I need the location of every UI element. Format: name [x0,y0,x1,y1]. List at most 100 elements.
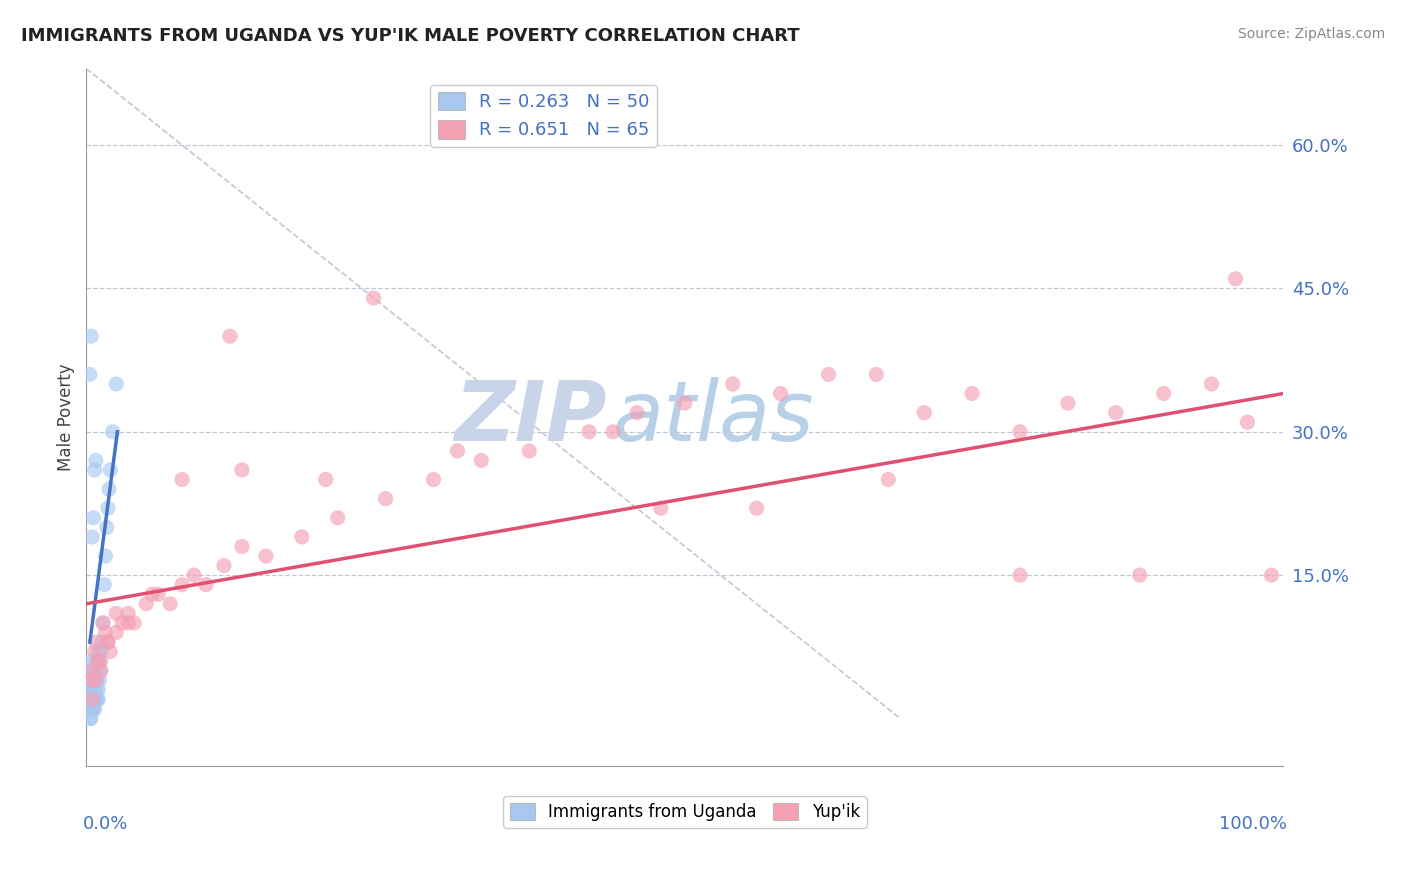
Point [82,673,104,688]
Point [97,501,120,516]
Point [117,607,139,621]
Point [1236,415,1258,429]
Point [470,453,492,467]
Point [87,654,110,668]
Point [79,664,101,678]
Point [105,625,128,640]
Point [1153,386,1175,401]
Point [94,625,117,640]
Point [363,291,385,305]
Point [87,645,110,659]
Point [82,654,104,668]
Point [195,577,218,591]
Point [90,654,112,668]
Point [84,682,107,697]
Point [422,473,444,487]
Point [89,673,111,688]
Point [91,615,114,630]
Text: atlas: atlas [613,377,814,458]
Point [602,425,624,439]
Point [82,682,104,697]
Point [135,597,157,611]
Point [1260,568,1282,582]
Point [1225,272,1247,286]
Y-axis label: Male Poverty: Male Poverty [58,364,75,471]
Point [170,577,193,591]
Point [98,482,121,496]
Point [91,615,114,630]
Point [1201,376,1223,391]
Point [960,386,983,401]
Point [86,673,108,688]
Point [254,549,277,563]
Text: 0.0%: 0.0% [83,815,128,833]
Point [80,673,103,688]
Point [82,673,104,688]
Point [170,473,193,487]
Point [83,463,105,477]
Point [231,463,253,477]
Legend: Immigrants from Uganda, Yup'ik: Immigrants from Uganda, Yup'ik [503,797,866,828]
Point [183,568,205,582]
Point [721,376,744,391]
Point [146,587,169,601]
Point [159,597,181,611]
Point [865,368,887,382]
Point [105,376,128,391]
Point [82,702,104,716]
Point [673,396,696,410]
Point [1129,568,1152,582]
Point [79,368,101,382]
Point [578,425,600,439]
Point [122,615,145,630]
Point [1057,396,1080,410]
Point [96,520,118,534]
Point [83,664,105,678]
Point [446,443,468,458]
Point [98,463,121,477]
Point [87,682,110,697]
Point [80,702,103,716]
Point [79,682,101,697]
Point [315,473,337,487]
Point [90,664,112,678]
Point [83,702,105,716]
Point [98,645,121,659]
Point [83,645,105,659]
Point [82,692,104,706]
Point [1008,425,1031,439]
Point [117,615,139,630]
Point [80,329,103,343]
Point [517,443,540,458]
Point [82,530,104,544]
Point [93,577,115,591]
Point [877,473,900,487]
Point [80,692,103,706]
Point [1105,406,1128,420]
Point [84,453,107,467]
Point [82,702,104,716]
Point [326,510,349,524]
Point [82,682,104,697]
Point [97,635,120,649]
Point [912,406,935,420]
Point [90,635,112,649]
Point [82,692,104,706]
Point [291,530,314,544]
Point [650,501,672,516]
Point [374,491,396,506]
Point [82,664,104,678]
Point [82,692,104,706]
Point [101,425,124,439]
Point [80,712,103,726]
Point [1008,568,1031,582]
Point [97,635,120,649]
Point [84,692,107,706]
Text: IMMIGRANTS FROM UGANDA VS YUP'IK MALE POVERTY CORRELATION CHART: IMMIGRANTS FROM UGANDA VS YUP'IK MALE PO… [21,27,800,45]
Point [79,712,101,726]
Point [212,558,235,573]
Point [83,682,105,697]
Point [769,386,792,401]
Point [219,329,242,343]
Point [111,615,134,630]
